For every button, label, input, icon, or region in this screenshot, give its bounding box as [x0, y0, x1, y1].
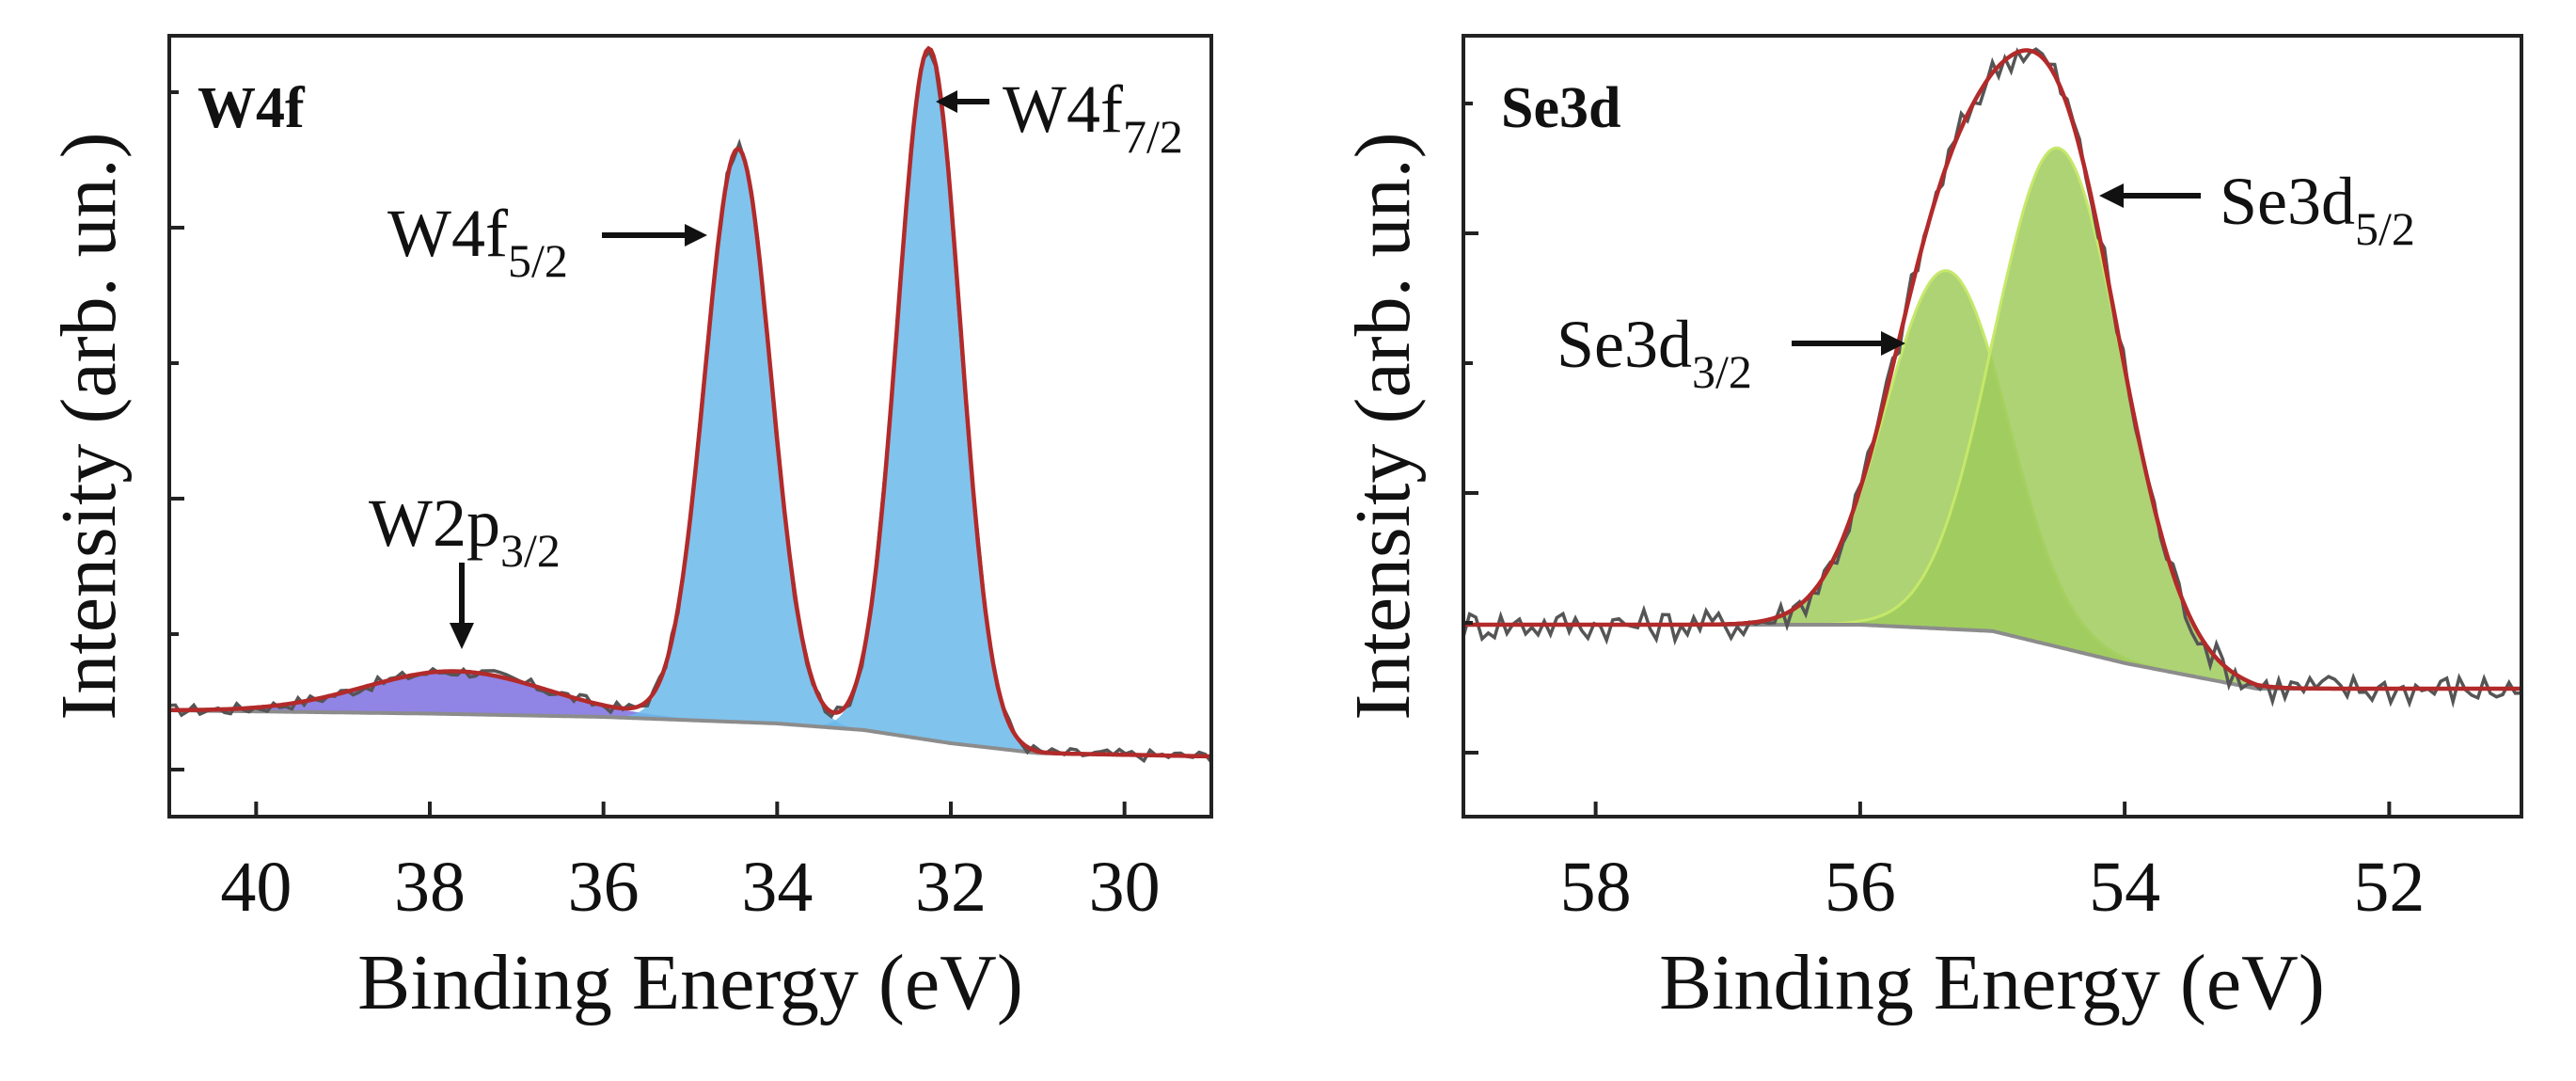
se3d-panel-title: Se3d [1501, 76, 1620, 140]
raw-data-line [1462, 47, 2522, 708]
w4f-panel-title: W4f [198, 76, 306, 140]
x-tick-label: 52 [2353, 848, 2425, 927]
svg-text:W4f7/2: W4f7/2 [1003, 72, 1183, 163]
se3d-x-ticks: 58 56 54 52 [1560, 802, 2425, 927]
fit-envelope-line [169, 45, 1212, 759]
fit-envelope-line [1463, 48, 2521, 692]
annotation-se3d52: Se3d5/2 [2099, 164, 2415, 255]
se3d-plot-area [1462, 47, 2522, 708]
svg-text:Se3d3/2: Se3d3/2 [1557, 307, 1752, 398]
annotation-w4f72-sub: 7/2 [1123, 110, 1183, 163]
se3d-x-axis-title: Binding Energy (eV) [1659, 939, 2325, 1026]
svg-text:W2p3/2: W2p3/2 [369, 485, 561, 577]
w4f-y-axis-title: Intensity (arb. un.) [45, 132, 133, 720]
x-tick-label: 54 [2089, 848, 2160, 927]
annotation-w4f52: W4f5/2 [387, 196, 707, 287]
x-tick-label: 32 [915, 848, 987, 927]
x-tick-label: 58 [1560, 848, 1632, 927]
se3d-panel: Se3d 58 56 54 52 Binding Energy (eV) Intens… [1339, 34, 2523, 1026]
x-tick-label: 30 [1089, 848, 1161, 927]
se3d-frame [1462, 34, 2523, 819]
annotation-se3d52-sub: 5/2 [2355, 202, 2415, 255]
annotation-w4f72: W4f7/2 [936, 72, 1183, 163]
annotation-se3d32-base: Se3d [1557, 307, 1692, 382]
w4f-x-axis-title: Binding Energy (eV) [357, 939, 1023, 1026]
x-tick-label: 38 [394, 848, 466, 927]
svg-text:W4f5/2: W4f5/2 [387, 196, 568, 287]
annotation-w4f52-base: W4f [387, 196, 508, 271]
annotation-w2p32: W2p3/2 [369, 485, 561, 649]
annotation-w4f72-base: W4f [1003, 72, 1123, 147]
component-fill-1 [169, 671, 1211, 756]
x-tick-label: 36 [568, 848, 640, 927]
annotation-se3d32: Se3d3/2 [1557, 307, 1905, 398]
w4f-plot-area [168, 45, 1213, 764]
w4f-y-ticks [169, 90, 184, 771]
x-tick-label: 56 [1825, 848, 1896, 927]
component-fill-2 [1463, 148, 2521, 689]
background-line [1463, 623, 2521, 691]
annotation-se3d32-sub: 3/2 [1692, 345, 1752, 398]
svg-text:Se3d5/2: Se3d5/2 [2220, 164, 2415, 255]
x-tick-label: 34 [741, 848, 813, 927]
se3d-y-axis-title: Intensity (arb. un.) [1339, 132, 1427, 720]
annotation-w4f52-sub: 5/2 [508, 234, 568, 287]
w4f-frame [167, 34, 1213, 819]
x-tick-label: 40 [220, 848, 292, 927]
component-fill-2 [169, 149, 1211, 756]
annotation-w2p32-base: W2p [369, 485, 500, 561]
annotation-w2p32-sub: 3/2 [500, 524, 561, 577]
w4f-panel: W4f 40 38 36 34 32 30 Binding Energy (eV) Int… [45, 34, 1213, 1026]
w4f-x-ticks: 40 38 36 34 32 30 [220, 802, 1161, 927]
annotation-se3d52-base: Se3d [2220, 164, 2355, 239]
se3d-y-ticks [1463, 102, 1478, 755]
